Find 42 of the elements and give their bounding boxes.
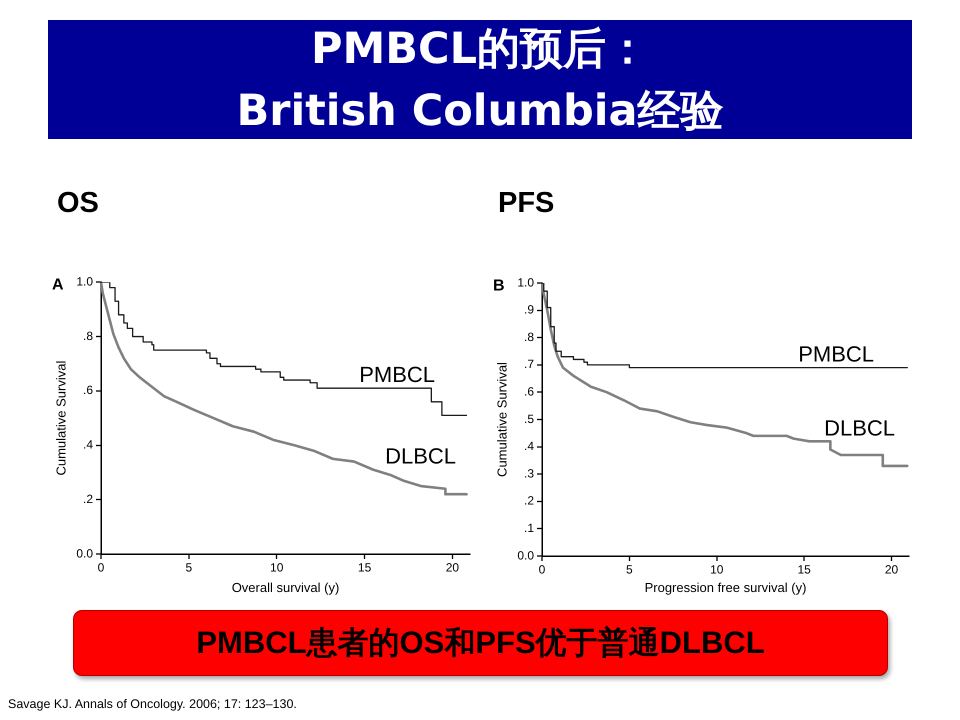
y-tick-label: 1.0 — [76, 274, 94, 289]
callout-box: PMBCL患者的OS和PFS优于普通DLBCL — [73, 610, 888, 676]
y-tick-label: .6 — [82, 383, 94, 398]
x-tick-label: 0 — [538, 562, 546, 577]
x-tick-label: 20 — [446, 560, 460, 575]
y-tick-label: .8 — [82, 328, 94, 343]
x-axis-title: Overall survival (y) — [232, 580, 340, 595]
series-label: PMBCL — [359, 362, 435, 388]
y-tick-label: .2 — [82, 492, 94, 506]
x-tick-label: 0 — [98, 560, 105, 575]
x-tick-label: 10 — [710, 562, 724, 577]
y-tick-label: .1 — [524, 521, 534, 536]
y-axis-title: Cumulative Survival — [53, 360, 68, 476]
series-label: DLBCL — [385, 444, 456, 469]
y-tick-label: .9 — [524, 302, 534, 317]
x-axis-title: Progression free survival (y) — [644, 580, 806, 595]
y-tick-label: .4 — [524, 439, 534, 454]
series-label: DLBCL — [824, 415, 895, 440]
text: Savage KJ. Annals of Oncology. 2006; 17: 123–130. — [8, 697, 297, 711]
x-tick-label: 15 — [797, 562, 812, 577]
y-axis-title: Cumulative Survival — [494, 362, 510, 477]
y-tick-label: .7 — [524, 357, 534, 372]
x-tick-label: 5 — [186, 560, 193, 575]
y-tick-label: .2 — [524, 494, 534, 508]
chart-title: PFS — [498, 187, 554, 220]
text: B — [493, 277, 505, 294]
x-tick-label: 20 — [884, 562, 899, 577]
y-tick-label: .3 — [524, 466, 534, 480]
y-tick-label: .6 — [524, 384, 534, 399]
y-tick-label: 0.0 — [76, 546, 94, 560]
chart-title: OS — [57, 187, 99, 220]
y-tick-label: .8 — [524, 330, 534, 344]
y-tick-label: 1.0 — [517, 275, 534, 290]
y-tick-label: 0.0 — [517, 548, 534, 562]
y-tick-label: .5 — [524, 412, 534, 426]
y-tick-label: .4 — [82, 438, 94, 452]
title-banner: PMBCL的预后： British Columbia经验 — [48, 20, 912, 139]
x-tick-label: 10 — [270, 560, 284, 575]
series-label: PMBCL — [798, 342, 874, 367]
x-tick-label: 15 — [358, 560, 372, 575]
text: A — [52, 276, 64, 294]
x-tick-label: 5 — [626, 562, 634, 577]
